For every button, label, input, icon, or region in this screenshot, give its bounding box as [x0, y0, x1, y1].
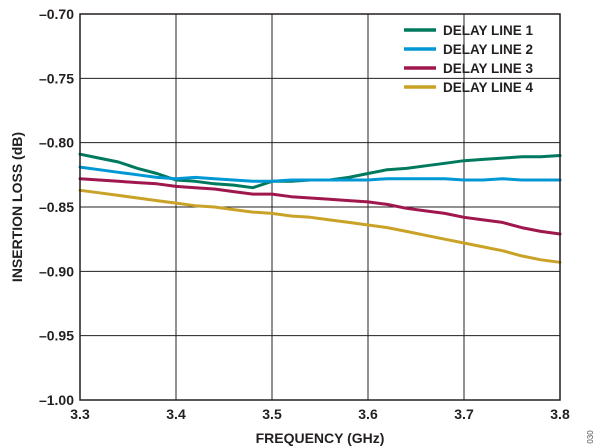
legend-label-3: DELAY LINE 3 [443, 61, 534, 76]
x-tick-labels: 3.3 3.4 3.5 3.6 3.7 3.8 [70, 406, 570, 422]
series-lines [78, 152, 562, 264]
x-tick-label: 3.7 [454, 406, 474, 422]
legend: DELAY LINE 1 DELAY LINE 2 DELAY LINE 3 DELA… [404, 23, 534, 95]
series-line-2 [78, 165, 562, 183]
y-tick-label: –0.85 [39, 199, 74, 215]
x-tick-label: 3.8 [550, 406, 570, 422]
y-tick-label: –0.95 [39, 328, 74, 344]
y-tick-label: –1.00 [39, 392, 74, 408]
series-line-4 [78, 188, 562, 264]
series-line-3 [78, 177, 562, 236]
y-tick-label: –0.80 [39, 135, 74, 151]
x-tick-label: 3.5 [262, 406, 282, 422]
plot-frame [79, 13, 561, 401]
x-tick-label: 3.4 [166, 406, 186, 422]
y-tick-label: –0.75 [39, 70, 74, 86]
legend-label-2: DELAY LINE 2 [443, 42, 533, 57]
legend-label-1: DELAY LINE 1 [443, 23, 534, 38]
y-tick-label: –0.90 [39, 263, 74, 279]
x-axis-title: FREQUENCY (GHz) [256, 430, 385, 446]
y-tick-labels: –0.70 –0.75 –0.80 –0.85 –0.90 –0.95 –1.00 [39, 6, 74, 408]
y-axis-title: INSERTION LOSS (dB) [9, 132, 25, 282]
x-tick-label: 3.6 [358, 406, 378, 422]
figure-id: 030 [586, 430, 595, 444]
legend-label-4: DELAY LINE 4 [443, 80, 534, 95]
x-tick-label: 3.3 [70, 406, 90, 422]
y-tick-label: –0.70 [39, 6, 74, 22]
